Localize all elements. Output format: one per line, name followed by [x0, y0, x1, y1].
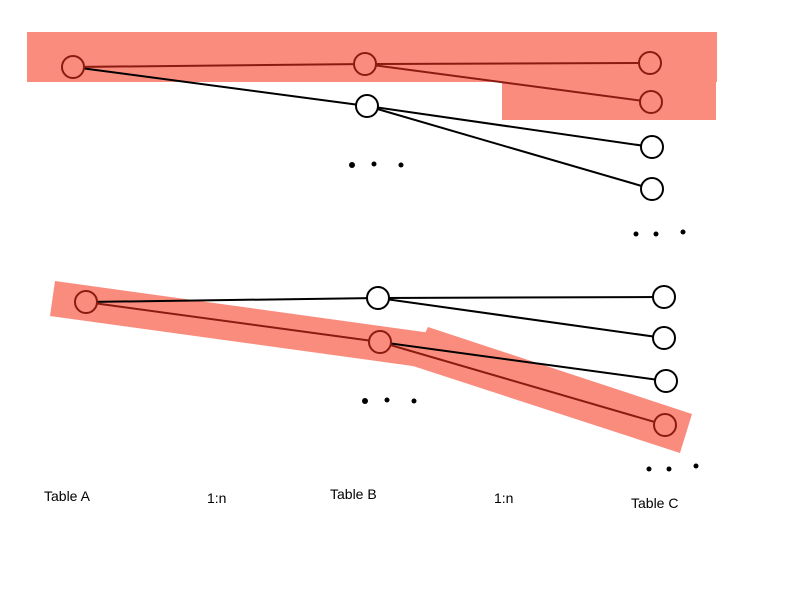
node-top-c2 [639, 90, 663, 114]
node-bottom-c4 [653, 413, 677, 437]
example-bottom [50, 281, 699, 472]
node-bottom-b1 [366, 286, 390, 310]
example-top [27, 32, 717, 237]
bottom-path-highlight-band-ab [50, 281, 431, 368]
edge-bottom-b1-c2 [377, 297, 665, 339]
node-bottom-c3 [654, 369, 678, 393]
node-top-c3 [640, 135, 664, 159]
node-bottom-a1 [74, 290, 98, 314]
edge-top-b2-c4 [366, 105, 653, 190]
relation-label-b-c: 1:n [494, 490, 514, 506]
edge-top-b1-c1 [364, 62, 651, 65]
edge-top-a1-b2 [72, 66, 368, 107]
column-label-table-b: Table B [330, 486, 377, 502]
node-bottom-c2 [652, 326, 676, 350]
edge-bottom-a1-b2 [85, 301, 381, 343]
ellipsis-top-b [349, 161, 404, 168]
node-top-c4 [640, 177, 664, 201]
ellipsis-bottom-b [362, 397, 417, 404]
top-leaf-highlight-band [502, 78, 716, 120]
node-top-b2 [355, 94, 379, 118]
edge-bottom-b2-c3 [379, 341, 667, 382]
column-label-table-c: Table C [631, 495, 679, 511]
edge-top-a1-b1 [72, 63, 366, 68]
edge-bottom-a1-b1 [85, 297, 379, 303]
node-bottom-c1 [652, 285, 676, 309]
node-top-c1 [638, 51, 662, 75]
ellipsis-bottom-c [646, 463, 699, 472]
column-label-table-a: Table A [44, 488, 90, 504]
edge-bottom-b2-c4 [379, 341, 666, 426]
edge-bottom-b1-c1 [377, 296, 665, 299]
ellipsis-top-c [633, 229, 686, 237]
bottom-path-highlight-band-bc [410, 327, 692, 453]
node-top-b1 [353, 52, 377, 76]
node-bottom-b2 [368, 330, 392, 354]
edge-top-b2-c3 [366, 105, 653, 148]
relation-label-a-b: 1:n [207, 490, 227, 506]
node-top-a1 [61, 55, 85, 79]
edge-top-b1-c2 [364, 63, 652, 103]
